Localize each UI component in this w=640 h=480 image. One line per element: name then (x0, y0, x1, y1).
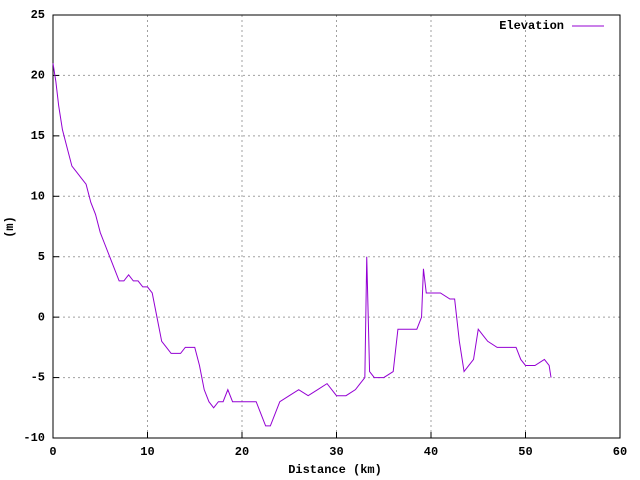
legend-label: Elevation (499, 19, 564, 33)
y-tick-label: -10 (23, 431, 45, 445)
x-tick-label: 0 (49, 445, 56, 459)
x-tick-label: 30 (329, 445, 343, 459)
x-tick-label: 60 (613, 445, 627, 459)
y-axis-label: (m) (3, 216, 17, 238)
y-tick-label: 5 (38, 250, 45, 264)
y-tick-label: 20 (31, 69, 45, 83)
plot-border (52, 14, 621, 439)
y-tick-label: 25 (31, 8, 45, 22)
x-tick-label: 10 (140, 445, 154, 459)
x-axis-label: Distance (km) (288, 463, 382, 477)
y-tick-label: 10 (31, 189, 45, 203)
x-tick-label: 40 (424, 445, 438, 459)
x-tick-label: 50 (518, 445, 532, 459)
x-tick-label: 20 (235, 445, 249, 459)
y-tick-label: 0 (38, 310, 45, 324)
y-tick-label: 15 (31, 129, 45, 143)
line-series (52, 63, 552, 427)
y-tick-label: -5 (31, 371, 45, 385)
